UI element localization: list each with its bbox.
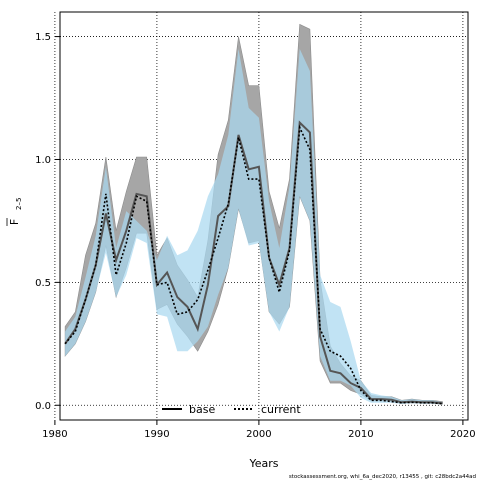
legend-base-label: base [189,403,215,416]
y-tick-label-0.5: 0.5 [35,278,51,289]
y-axis-label-main: F [8,219,21,225]
band-current [65,48,443,405]
line-current [64,124,443,405]
footer-note: stockassessment.org, whi_6a_dec2020, r13… [289,474,476,480]
line-base [64,120,443,405]
legend: base current [162,403,301,416]
series-lines [64,120,443,405]
x-tick-label-1980: 1980 [42,429,67,440]
grid [54,12,468,420]
x-axis-label: Years [248,457,278,470]
y-axis-label-sub: 2–5 [15,198,23,210]
y-tick-label-0.0: 0.0 [35,401,51,412]
x-tick-label-2000: 2000 [246,429,271,440]
axes: 1980 1990 2000 2010 2020 0.0 0.5 1.0 1.5 [35,32,476,440]
x-tick-label-1990: 1990 [144,429,169,440]
y-tick-label-1.5: 1.5 [35,32,51,43]
y-axis-label: F 2–5 [6,198,23,226]
legend-current-label: current [261,403,301,416]
y-tick-label-1.0: 1.0 [35,155,51,166]
x-tick-label-2010: 2010 [348,429,373,440]
x-tick-label-2020: 2020 [450,429,475,440]
plot-frame [59,11,469,421]
confidence-bands [64,23,443,405]
